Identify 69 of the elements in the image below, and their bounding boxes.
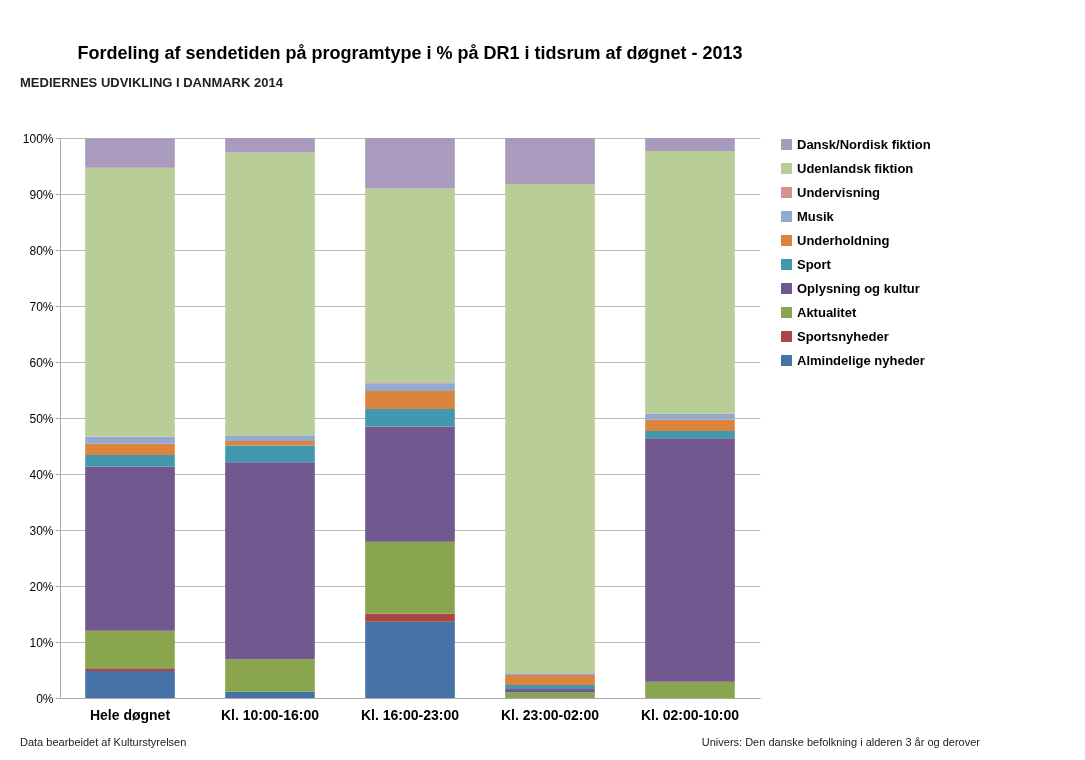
legend-label: Musik [797, 208, 835, 224]
bar [505, 692, 595, 698]
legend-label: Underholdning [797, 232, 890, 248]
legend-label: Udenlandsk fiktion [797, 160, 914, 176]
x-tick-label: Hele døgnet [89, 706, 171, 723]
bar [505, 685, 595, 690]
bar [85, 466, 175, 631]
bar [505, 183, 595, 674]
y-tick-label: 60% [29, 355, 54, 370]
bar [365, 621, 455, 698]
bar [365, 409, 455, 427]
text: Univers: Den danske befolkning i alderen 3 år og derover [701, 736, 981, 748]
bar [645, 138, 735, 151]
bar [225, 152, 315, 436]
bar [645, 430, 735, 439]
text: Data bearbeidet af Kulturstyrelsen [20, 736, 187, 748]
bar [85, 630, 175, 669]
y-tick-label: 30% [29, 523, 54, 538]
bar [85, 668, 175, 672]
legend-label: Aktualitet [797, 304, 857, 320]
bar [365, 613, 455, 622]
bar [365, 391, 455, 410]
x-tick-label: Kl. 16:00-23:00 [360, 706, 460, 723]
legend-label: Undervisning [797, 184, 881, 200]
legend-label: Oplysning og kultur [797, 280, 920, 296]
bar [85, 443, 175, 455]
x-tick-label: Kl. 23:00-02:00 [500, 706, 600, 723]
bar [225, 138, 315, 153]
bar [505, 675, 595, 686]
bar [85, 671, 175, 698]
legend-label: Sportsnyheder [797, 328, 889, 344]
bar [225, 691, 315, 698]
y-tick-label: 90% [29, 187, 54, 202]
bar [225, 440, 315, 446]
chart-title: Fordeling af sendetiden på programtype i % på DR1 i tidsrum af døgnet - 2013 [77, 43, 743, 63]
bar [365, 383, 455, 392]
bar [645, 419, 735, 431]
bar [365, 541, 455, 614]
bar [505, 689, 595, 693]
bar [85, 436, 175, 444]
y-tick-label: 20% [29, 579, 54, 594]
bar [85, 138, 175, 168]
y-tick-label: 40% [29, 467, 54, 482]
bar [85, 167, 175, 437]
bar [85, 454, 175, 467]
legend-label: Almindelige nyheder [797, 352, 925, 368]
bar [645, 413, 735, 420]
bar [225, 445, 315, 463]
bar [225, 659, 315, 692]
x-tick-label: Kl. 02:00-10:00 [640, 706, 740, 723]
y-tick-label: 70% [29, 299, 54, 314]
y-tick-label: 50% [29, 411, 54, 426]
bar [225, 462, 315, 660]
bar [505, 138, 595, 184]
x-tick-label: Kl. 10:00-16:00 [220, 706, 320, 723]
bar [645, 150, 735, 414]
bar [365, 138, 455, 189]
y-tick-label: 100% [22, 131, 54, 146]
y-tick-label: 80% [29, 243, 54, 258]
y-tick-label: 10% [29, 635, 54, 650]
bar [365, 426, 455, 542]
bar [225, 435, 315, 441]
legend-label: Dansk/Nordisk fiktion [797, 136, 931, 152]
legend-label: Sport [797, 256, 832, 272]
bar [365, 188, 455, 383]
bar [645, 438, 735, 682]
bar [645, 681, 735, 698]
y-tick-label: 0% [36, 691, 54, 706]
text: MEDIERNES UDVIKLING I DANMARK 2014 [20, 75, 284, 90]
